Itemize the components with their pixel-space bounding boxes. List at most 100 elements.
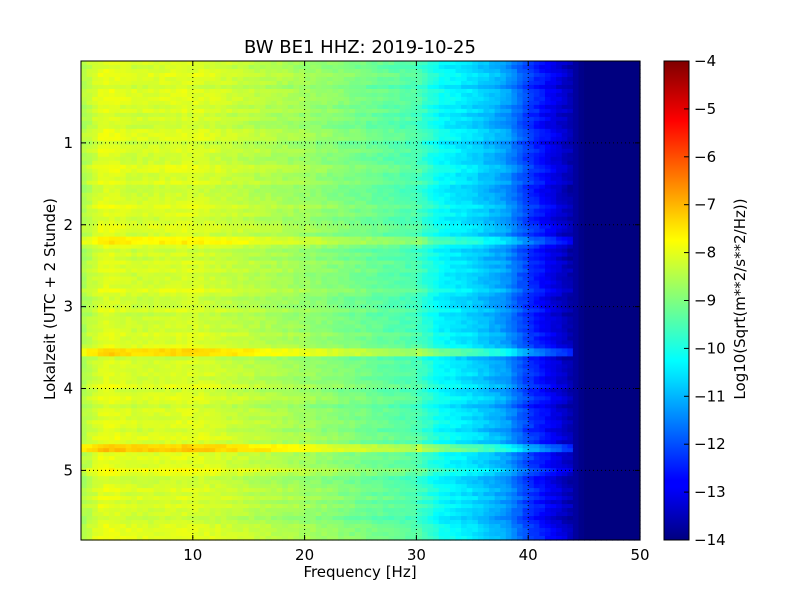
heatmap-cell xyxy=(600,184,608,190)
heatmap-cell xyxy=(136,164,144,170)
heatmap-cell xyxy=(438,120,445,126)
heatmap-cell xyxy=(461,116,468,122)
heatmap-cell xyxy=(522,160,529,166)
heatmap-cell xyxy=(511,152,518,158)
heatmap-cell xyxy=(394,252,401,258)
heatmap-cell xyxy=(617,212,624,218)
heatmap-cell xyxy=(299,200,306,206)
heatmap-cell xyxy=(360,116,367,122)
heatmap-cell xyxy=(561,240,568,246)
heatmap-cell xyxy=(338,152,345,158)
heatmap-cell xyxy=(120,256,127,262)
heatmap-cell xyxy=(410,128,417,134)
heatmap-cell xyxy=(472,252,479,258)
heatmap-cell xyxy=(410,172,417,178)
heatmap-cell xyxy=(220,212,227,218)
heatmap-cell xyxy=(606,124,613,130)
heatmap-cell xyxy=(338,220,345,226)
heatmap-cell xyxy=(125,248,132,254)
heatmap-cell xyxy=(466,96,473,102)
heatmap-cell xyxy=(360,136,367,142)
heatmap-cell xyxy=(528,216,535,222)
heatmap-cell xyxy=(600,244,608,250)
heatmap-cell xyxy=(550,208,557,214)
heatmap-cell xyxy=(164,152,172,158)
heatmap-cell xyxy=(533,236,540,242)
heatmap-cell xyxy=(125,160,132,166)
heatmap-cell xyxy=(148,180,155,186)
heatmap-cell xyxy=(388,61,395,66)
heatmap-cell xyxy=(220,144,227,150)
heatmap-cell xyxy=(494,112,501,118)
heatmap-cell xyxy=(349,148,356,154)
heatmap-cell xyxy=(181,200,188,206)
heatmap-cell xyxy=(315,244,322,250)
heatmap-cell xyxy=(304,204,311,210)
heatmap-cell xyxy=(561,172,568,178)
heatmap-cell xyxy=(231,140,239,146)
heatmap-cell xyxy=(148,184,155,190)
heatmap-cell xyxy=(511,61,518,66)
heatmap-cell xyxy=(276,124,283,130)
heatmap-cell xyxy=(181,168,188,174)
heatmap-cell xyxy=(416,244,423,250)
heatmap-cell xyxy=(243,212,250,218)
heatmap-cell xyxy=(187,144,194,150)
heatmap-cell xyxy=(505,248,513,254)
heatmap-cell xyxy=(215,236,222,242)
heatmap-cell xyxy=(226,156,233,162)
heatmap-cell xyxy=(600,132,608,138)
heatmap-cell xyxy=(282,168,289,174)
heatmap-cell xyxy=(248,124,255,130)
heatmap-cell xyxy=(108,120,116,126)
heatmap-cell xyxy=(287,136,295,142)
heatmap-cell xyxy=(517,108,524,114)
heatmap-cell xyxy=(517,220,524,226)
heatmap-cell xyxy=(354,164,362,170)
heatmap-cell xyxy=(449,61,457,66)
heatmap-cell xyxy=(405,212,412,218)
heatmap-cell xyxy=(86,80,93,86)
heatmap-cell xyxy=(209,160,216,166)
heatmap-cell xyxy=(421,216,429,222)
heatmap-cell xyxy=(159,176,166,182)
heatmap-cell xyxy=(192,180,199,186)
heatmap-cell xyxy=(388,64,395,70)
heatmap-cell xyxy=(181,220,188,226)
heatmap-cell xyxy=(584,164,591,170)
heatmap-cell xyxy=(500,140,507,146)
heatmap-cell xyxy=(528,156,535,162)
heatmap-cell xyxy=(617,132,624,138)
heatmap-cell xyxy=(449,184,457,190)
heatmap-cell xyxy=(634,112,641,118)
heatmap-cell xyxy=(394,76,401,82)
heatmap-cell xyxy=(617,172,624,178)
heatmap-cell xyxy=(81,244,88,250)
heatmap-cell xyxy=(371,120,378,126)
heatmap-cell xyxy=(315,204,322,210)
heatmap-cell xyxy=(382,108,390,114)
heatmap-cell xyxy=(349,244,356,250)
heatmap-cell xyxy=(170,180,177,186)
heatmap-cell xyxy=(248,176,255,182)
heatmap-cell xyxy=(371,148,378,154)
heatmap-cell xyxy=(332,188,339,194)
heatmap-cell xyxy=(472,80,479,86)
heatmap-cell xyxy=(203,212,211,218)
heatmap-cell xyxy=(282,80,289,86)
heatmap-cell xyxy=(466,104,473,110)
heatmap-cell xyxy=(494,160,501,166)
heatmap-cell xyxy=(170,208,177,214)
heatmap-cell xyxy=(282,96,289,102)
heatmap-cell xyxy=(170,248,177,254)
heatmap-cell xyxy=(377,228,384,234)
heatmap-cell xyxy=(176,76,183,82)
heatmap-cell xyxy=(243,252,250,258)
heatmap-cell xyxy=(421,104,429,110)
heatmap-cell xyxy=(500,216,507,222)
heatmap-cell xyxy=(136,132,144,138)
heatmap-cell xyxy=(181,68,188,74)
heatmap-cell xyxy=(282,164,289,170)
heatmap-cell xyxy=(259,120,267,126)
heatmap-cell xyxy=(628,180,636,186)
